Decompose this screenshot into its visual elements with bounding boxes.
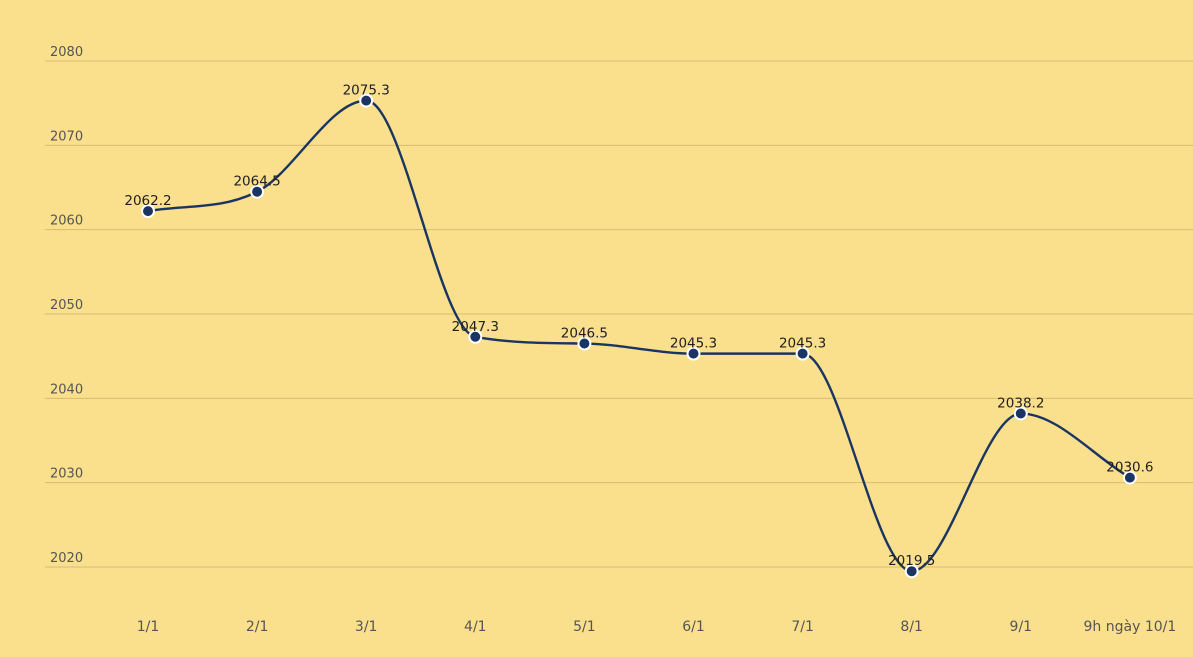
- y-tick-label: 2050: [50, 298, 83, 313]
- y-tick-label: 2030: [50, 467, 83, 482]
- data-point: [1122, 470, 1137, 485]
- x-tick-label: 3/1: [355, 619, 378, 635]
- x-tick-label: 2/1: [246, 619, 269, 635]
- x-tick-label: 7/1: [791, 619, 814, 635]
- data-label: 2062.2: [124, 193, 171, 209]
- y-tick-label: 2040: [50, 382, 83, 397]
- x-tick-label: 4/1: [464, 619, 487, 635]
- data-label: 2038.2: [997, 396, 1044, 412]
- x-tick-label: 6/1: [682, 619, 705, 635]
- data-label: 2019.5: [888, 553, 935, 569]
- data-point: [359, 93, 374, 108]
- data-label: 2047.3: [452, 319, 499, 335]
- x-tick-label: 8/1: [900, 619, 923, 635]
- data-label: 2075.3: [343, 83, 390, 99]
- data-label: 2045.3: [670, 336, 717, 352]
- data-point: [1013, 406, 1028, 421]
- data-label: 2030.6: [1106, 460, 1153, 476]
- data-point: [468, 329, 483, 344]
- data-labels: 2062.2 2064.5 2075.3 2047.3 2046.5 2045.3 2045…: [124, 83, 1153, 570]
- series-line: [147, 99, 1131, 573]
- y-tick-label: 2070: [50, 129, 83, 144]
- x-tick-label: 1/1: [137, 619, 160, 635]
- x-tick-label: 9/1: [1010, 619, 1033, 635]
- x-tick-label: 5/1: [573, 619, 596, 635]
- x-tick-label: 9h ngày 10/1: [1084, 619, 1177, 635]
- y-axis-tick-labels: 2020 2030 2040 2050 2060 2070 2080: [50, 45, 83, 566]
- data-point: [250, 184, 265, 199]
- data-label: 2064.5: [233, 174, 280, 190]
- data-point: [686, 346, 701, 361]
- data-point: [904, 564, 919, 579]
- gridlines: [45, 60, 1193, 568]
- data-point: [577, 336, 592, 351]
- data-label: 2045.3: [779, 336, 826, 352]
- x-axis-tick-labels: 1/1 2/1 3/1 4/1 5/1 6/1 7/1 8/1 9/1 9h ngày 10/1: [137, 619, 1177, 635]
- data-label: 2046.5: [561, 326, 608, 342]
- data-point: [141, 204, 155, 219]
- y-tick-label: 2060: [50, 214, 83, 229]
- y-tick-label: 2020: [50, 551, 83, 566]
- data-points: [141, 93, 1137, 579]
- data-point: [795, 346, 810, 361]
- y-tick-label: 2080: [50, 45, 83, 60]
